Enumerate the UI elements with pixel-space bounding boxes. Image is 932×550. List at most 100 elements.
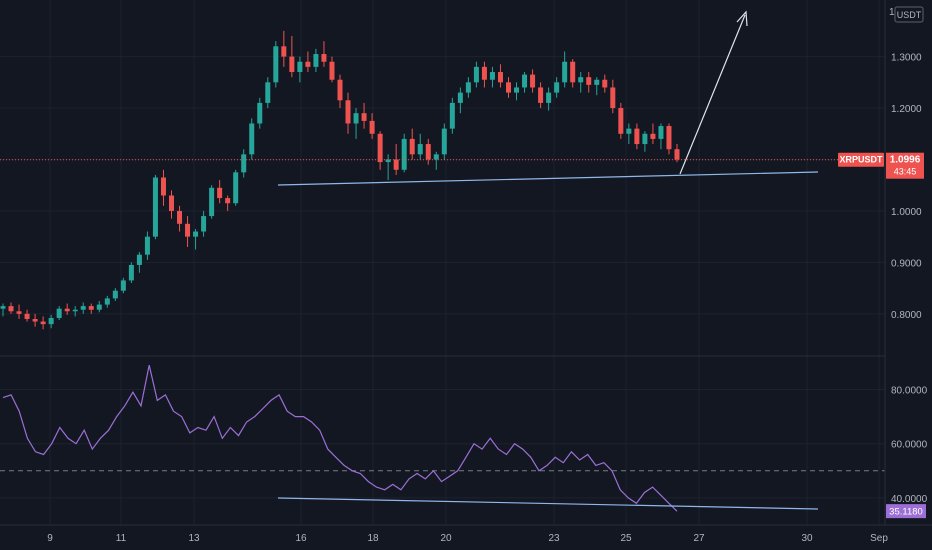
candle[interactable] (506, 77, 511, 98)
last-price-label[interactable]: 1.0996 43:45 (886, 152, 924, 179)
rsi-trendline[interactable] (277, 497, 819, 510)
price-scale[interactable]: 1 USDT 1.3000 1.2000 1.0000 0.9000 0.800… (884, 0, 928, 525)
projection-arrow[interactable] (679, 10, 748, 175)
candle[interactable] (481, 61, 487, 88)
candle[interactable] (321, 41, 327, 67)
candle[interactable] (289, 36, 295, 78)
unit-badge[interactable]: USDT (897, 10, 922, 20)
candle[interactable] (217, 180, 223, 204)
candle[interactable] (329, 56, 335, 83)
candle[interactable] (361, 102, 367, 129)
candle[interactable] (112, 288, 118, 301)
candle[interactable] (409, 128, 415, 160)
candle[interactable] (465, 77, 471, 98)
candle[interactable] (642, 131, 648, 152)
candle[interactable] (441, 123, 447, 160)
candle[interactable] (497, 64, 503, 88)
candle[interactable] (473, 61, 479, 88)
candle[interactable] (313, 48, 319, 73)
candle[interactable] (136, 252, 142, 273)
candle[interactable] (8, 302, 14, 314)
candle[interactable] (305, 51, 311, 73)
candle[interactable] (128, 262, 134, 283)
candle[interactable] (522, 72, 528, 93)
candle[interactable] (120, 277, 126, 294)
candle[interactable] (562, 51, 568, 88)
candle[interactable] (554, 77, 560, 98)
candle[interactable] (72, 306, 78, 317)
candle[interactable] (353, 108, 359, 139)
candle[interactable] (417, 133, 423, 160)
time-tick: 30 (801, 533, 813, 544)
candle[interactable] (489, 66, 495, 88)
price-pane[interactable] (0, 30, 680, 330)
candle[interactable] (666, 123, 672, 155)
candle[interactable] (152, 174, 158, 240)
candle[interactable] (401, 133, 407, 173)
candle[interactable] (273, 41, 279, 88)
candle[interactable] (297, 56, 303, 83)
candle[interactable] (369, 113, 375, 139)
candle[interactable] (650, 123, 656, 145)
candle[interactable] (377, 131, 383, 170)
candle[interactable] (177, 205, 183, 232)
candle[interactable] (64, 303, 70, 315)
support-trendline[interactable] (277, 171, 819, 186)
candle[interactable] (96, 300, 102, 313)
candle[interactable] (160, 169, 166, 206)
candle[interactable] (265, 77, 271, 109)
symbol-label[interactable]: XRPUSDT (838, 152, 884, 167)
candle[interactable] (144, 231, 150, 260)
candle[interactable] (201, 210, 207, 237)
candle[interactable] (514, 82, 520, 101)
candle[interactable] (241, 149, 247, 178)
candle[interactable] (0, 303, 6, 317)
candle[interactable] (626, 123, 632, 145)
candle[interactable] (16, 304, 22, 319)
candle[interactable] (209, 185, 215, 219)
candle[interactable] (40, 316, 46, 330)
candle[interactable] (233, 169, 239, 206)
candle[interactable] (578, 72, 584, 93)
candle[interactable] (185, 216, 191, 247)
candle[interactable] (610, 79, 616, 114)
candle[interactable] (674, 144, 680, 163)
candle[interactable] (385, 154, 391, 181)
candle[interactable] (586, 72, 592, 93)
candle-body (514, 87, 520, 93)
candle[interactable] (337, 74, 343, 109)
candle[interactable] (546, 87, 552, 111)
candle[interactable] (56, 306, 62, 321)
candle[interactable] (249, 118, 255, 160)
candle[interactable] (570, 59, 576, 88)
rsi-value-label[interactable]: 35.1180 (886, 504, 926, 519)
candle[interactable] (538, 82, 544, 109)
candle[interactable] (425, 138, 431, 165)
candle[interactable] (193, 228, 199, 250)
candle[interactable] (24, 309, 30, 322)
candle[interactable] (48, 314, 54, 329)
rsi-line[interactable] (2, 364, 678, 512)
candle[interactable] (104, 295, 110, 308)
candle[interactable] (345, 92, 351, 134)
candle[interactable] (281, 30, 287, 67)
candle[interactable] (530, 69, 536, 93)
candle[interactable] (32, 313, 38, 327)
candle[interactable] (257, 97, 263, 129)
candle[interactable] (457, 87, 463, 114)
candle[interactable] (88, 303, 94, 314)
candle[interactable] (658, 123, 664, 150)
candle[interactable] (225, 195, 231, 211)
time-axis[interactable]: 9 11 13 16 18 20 23 25 27 30 Sep (0, 524, 932, 544)
candle-body (674, 149, 680, 160)
candle[interactable] (449, 97, 455, 134)
candle[interactable] (594, 77, 600, 96)
candle[interactable] (80, 302, 86, 314)
candle[interactable] (433, 151, 439, 170)
candle[interactable] (634, 123, 640, 150)
rsi-pane[interactable] (2, 364, 678, 512)
candle[interactable] (618, 102, 624, 139)
candle[interactable] (602, 74, 608, 93)
candle[interactable] (169, 190, 174, 219)
